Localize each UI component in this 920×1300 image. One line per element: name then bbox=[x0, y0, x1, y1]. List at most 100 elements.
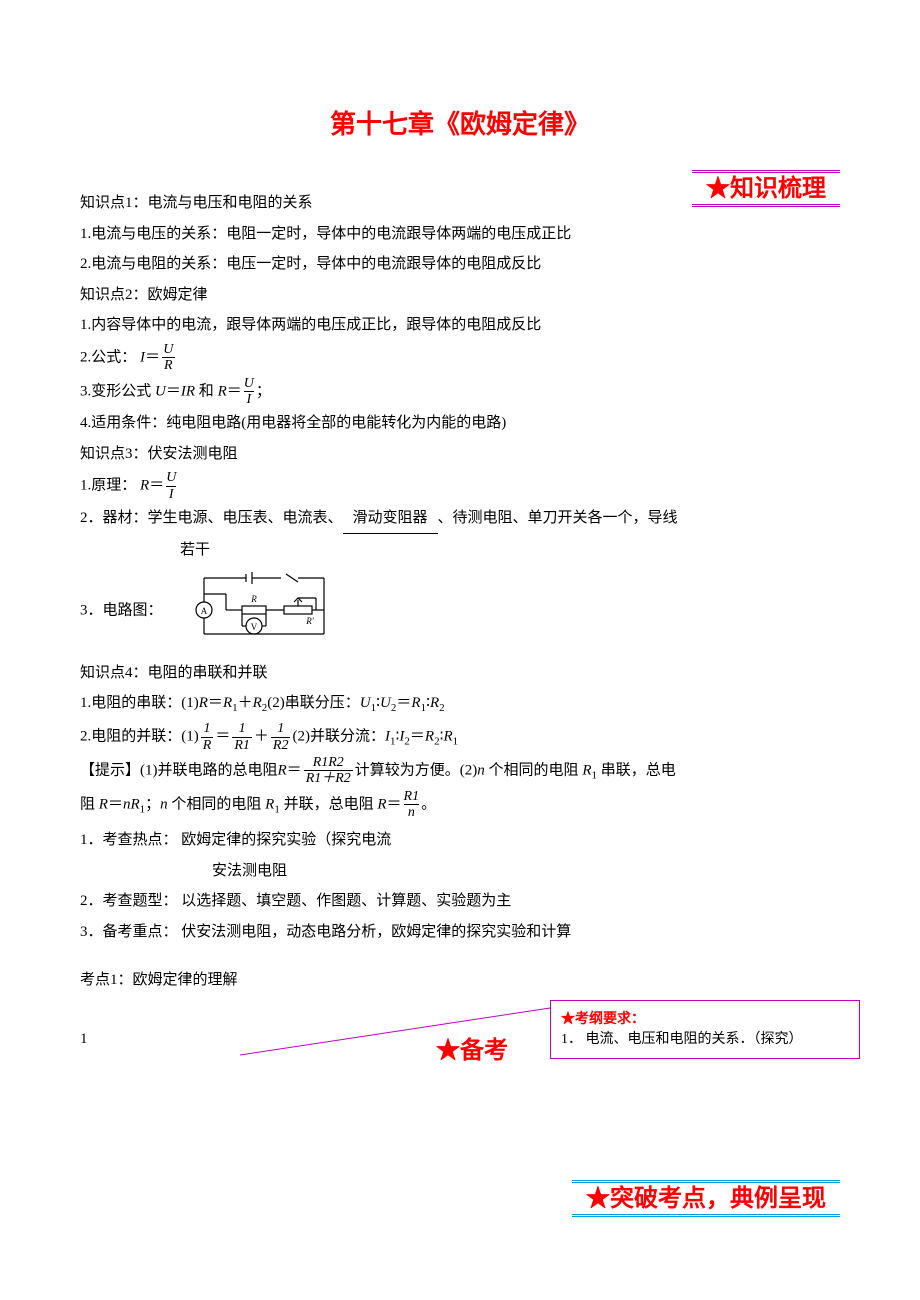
svg-text:R': R' bbox=[306, 616, 315, 626]
exam-item2: 2．考查题型： 以选择题、填空题、作图题、计算题、实验题为主 bbox=[80, 887, 840, 916]
kp2-3-end: ； bbox=[256, 383, 271, 399]
svg-text:A: A bbox=[201, 606, 208, 616]
var-R1b: R bbox=[411, 695, 420, 711]
kp2-3-prefix: 3.变形公式 bbox=[80, 383, 155, 399]
tip-post2: 串联，总电 bbox=[597, 762, 676, 778]
callout-title: ★考纲要求： bbox=[561, 1007, 849, 1029]
chapter-title: 第十七章《欧姆定律》 bbox=[80, 100, 840, 149]
kp1-item2: 2.电流与电阻的关系：电压一定时，导体中的电流跟导体的电阻成反比 bbox=[80, 250, 840, 279]
kp3-item2: 2．器材：学生电源、电压表、电流表、滑动变阻器、待测电阻、单刀开关各一个，导线 bbox=[80, 504, 840, 534]
sub-1a: 1 bbox=[232, 702, 238, 714]
var-Rt3: R bbox=[377, 796, 386, 812]
section-header-breakthrough: ★突破考点，典例呈现 bbox=[572, 1180, 840, 1217]
sub-1b: 1 bbox=[371, 702, 377, 714]
svg-text:R: R bbox=[251, 594, 258, 604]
kp3-2-prefix: 2．器材：学生电源、电压表、电流表、 bbox=[80, 510, 343, 526]
sub-I1: 1 bbox=[390, 735, 396, 747]
kp2-2-prefix: 2.公式： bbox=[80, 349, 136, 365]
sub-2c: 2 bbox=[439, 702, 445, 714]
kp2-item4: 4.适用条件：纯电阻电路(用电器将全部的电能转化为内能的电路) bbox=[80, 409, 840, 438]
exam-item3: 3．备考重点： 伏安法测电阻，动态电路分析，欧姆定律的探究实验和计算 bbox=[80, 918, 840, 947]
var-n2: n bbox=[160, 796, 168, 812]
frac-1R2: 1R2 bbox=[271, 721, 291, 753]
tip-line1: 【提示】(1)并联电路的总电阻R＝R1R2R1＋R2计算较为方便。(2)n 个相… bbox=[80, 755, 840, 787]
var-n: n bbox=[477, 762, 485, 778]
kp1-item1: 1.电流与电压的关系：电阻一定时，导体中的电流跟导体两端的电压成正比 bbox=[80, 220, 840, 249]
sub-1c: 1 bbox=[421, 702, 427, 714]
kp3-3-label: 3．电路图： bbox=[80, 603, 163, 619]
kp3-item1: 1.原理： R＝UI bbox=[80, 470, 840, 502]
var-R: R bbox=[218, 383, 227, 399]
sub-2d: 2 bbox=[434, 735, 440, 747]
kp3-item3: 3．电路图： A R bbox=[80, 566, 840, 657]
exam2-text: 以选择题、填空题、作图题、计算题、实验题为主 bbox=[181, 893, 511, 909]
tip-prefix: 【提示】(1)并联电路的总电阻 bbox=[80, 762, 278, 778]
kp3-item2-cont: 若干 bbox=[80, 536, 840, 565]
frac-R1R2: R1R2R1＋R2 bbox=[304, 755, 353, 787]
kp4-item1: 1.电阻的串联：(1)R＝R1＋R2(2)串联分压：U1∶U2＝R1∶R2 bbox=[80, 689, 840, 719]
var-R2: R bbox=[140, 478, 149, 494]
sub-2b: 2 bbox=[391, 702, 397, 714]
tip2-mid: ； bbox=[145, 796, 160, 812]
kp4-item2: 2.电阻的并联：(1)1R＝1R1＋1R2(2)并联分流：I1∶I2＝R2∶R1 bbox=[80, 721, 840, 753]
formula-U-IR: U bbox=[155, 383, 166, 399]
exam1-text: 欧姆定律的探究实验（探究电流 bbox=[181, 832, 391, 848]
kp3-1-prefix: 1.原理： bbox=[80, 478, 136, 494]
kp2-item3: 3.变形公式 U＝IR 和 R＝UI； bbox=[80, 376, 840, 408]
tip2-prefix: 阻 bbox=[80, 796, 99, 812]
var-R1g: R bbox=[265, 796, 274, 812]
blank-rheostat: 滑动变阻器 bbox=[343, 504, 438, 534]
fraction-U-I: UI bbox=[244, 376, 254, 408]
kp2-title: 知识点2：欧姆定律 bbox=[80, 281, 840, 310]
var-U1: U bbox=[360, 695, 371, 711]
exam3-prefix: 3．备考重点： bbox=[80, 924, 178, 940]
var-Rseries: R bbox=[199, 695, 208, 711]
callout-item1: 1． 电流、电压和电阻的关系．（探究） bbox=[561, 1029, 849, 1051]
var-R2b: R bbox=[253, 695, 262, 711]
kp4-1-mid: (2)串联分压： bbox=[267, 695, 360, 711]
kaodian1: 考点1：欧姆定律的理解 bbox=[80, 966, 840, 995]
svg-text:V: V bbox=[251, 622, 258, 632]
var-R1d: R bbox=[443, 728, 452, 744]
fraction-U-R: UR bbox=[162, 342, 175, 374]
tip2-end: 。 bbox=[421, 796, 436, 812]
section-header-beikao: ★备考 bbox=[436, 1028, 508, 1074]
kp2-item2: 2.公式： I＝UR bbox=[80, 342, 840, 374]
kp3-title: 知识点3：伏安法测电阻 bbox=[80, 440, 840, 469]
var-R2d: R bbox=[425, 728, 434, 744]
callout-exam-requirement: ★考纲要求： 1． 电流、电压和电阻的关系．（探究） bbox=[550, 1000, 860, 1059]
exam-item1: 1．考查热点： 欧姆定律的探究实验（探究电流 bbox=[80, 826, 840, 855]
tip-post: 个相同的电阻 bbox=[485, 762, 583, 778]
exam3-text: 伏安法测电阻，动态电路分析，欧姆定律的探究实验和计算 bbox=[181, 924, 571, 940]
var-U2: U bbox=[380, 695, 391, 711]
kp4-title: 知识点4：电阻的串联和并联 bbox=[80, 659, 840, 688]
section-header-knowledge: ★知识梳理 bbox=[692, 170, 840, 207]
content-body: 知识点1：电流与电压和电阻的关系 1.电流与电压的关系：电阻一定时，导体中的电流… bbox=[80, 189, 840, 1053]
var-nR1: nR bbox=[123, 796, 140, 812]
fraction-U-I-2: UI bbox=[166, 470, 176, 502]
var-Rt2: R bbox=[99, 796, 108, 812]
exam1-prefix: 1．考查热点： bbox=[80, 832, 178, 848]
kp3-2-postfix: 、待测电阻、单刀开关各一个，导线 bbox=[438, 510, 678, 526]
frac-1R1: 1R1 bbox=[232, 721, 252, 753]
kp2-3-mid: 和 bbox=[199, 383, 218, 399]
frac-1R: 1R bbox=[201, 721, 214, 753]
kp4-1-prefix: 1.电阻的串联：(1) bbox=[80, 695, 199, 711]
circuit-diagram: A R R' bbox=[186, 570, 336, 653]
var-IR: IR bbox=[181, 383, 195, 399]
kp2-item1: 1.内容导体中的电流，跟导体两端的电压成正比，跟导体的电阻成反比 bbox=[80, 311, 840, 340]
tip2-mid3: 并联，总电阻 bbox=[280, 796, 374, 812]
sub-I2: 2 bbox=[404, 735, 410, 747]
kp4-2-mid: (2)并联分流： bbox=[292, 728, 385, 744]
var-R1: R bbox=[223, 695, 232, 711]
var-Rt: R bbox=[278, 762, 287, 778]
frac-R1-n: R1n bbox=[404, 789, 420, 821]
tip2-mid2: 个相同的电阻 bbox=[168, 796, 266, 812]
tip-mid: 计算较为方便。(2) bbox=[355, 762, 478, 778]
sub-1d: 1 bbox=[453, 735, 459, 747]
kp4-2-prefix: 2.电阻的并联：(1) bbox=[80, 728, 199, 744]
formula-I: I bbox=[140, 349, 145, 365]
exam-item1-cont: 安法测电阻 bbox=[80, 857, 840, 886]
tip-line2: 阻 R＝nR1；n 个相同的电阻 R1 并联，总电阻 R＝R1n。 bbox=[80, 789, 840, 821]
var-R2c: R bbox=[430, 695, 439, 711]
